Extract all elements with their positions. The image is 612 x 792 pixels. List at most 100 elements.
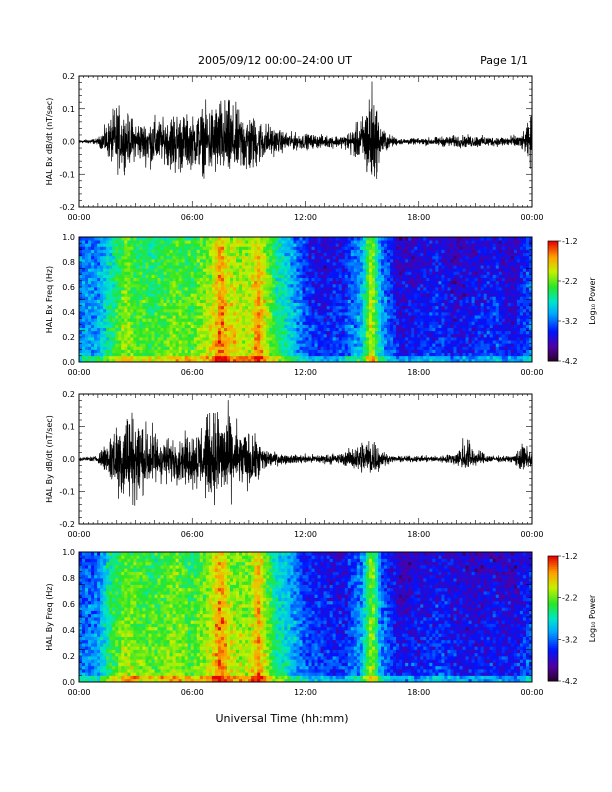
page-indicator: Page 1/1: [480, 54, 528, 67]
heatmap-cell: [145, 318, 149, 322]
heatmap-cell: [160, 246, 164, 250]
heatmap-cell: [103, 327, 107, 332]
heatmap-cell: [223, 308, 228, 313]
heatmap-cell: [239, 277, 243, 282]
heatmap-cell: [254, 271, 258, 275]
heatmap-cell: [305, 343, 309, 347]
heatmap-cell: [121, 274, 125, 279]
heatmap-cell: [305, 346, 309, 350]
heatmap-cell: [245, 321, 249, 325]
heatmap-cell: [139, 243, 143, 247]
heatmap-cell: [260, 290, 264, 294]
heatmap-cell: [290, 299, 294, 304]
heatmap-cell: [82, 327, 86, 332]
heatmap-cell: [311, 255, 315, 260]
heatmap-cell: [266, 308, 270, 313]
heatmap-cell: [251, 324, 255, 329]
heatmap-cell: [178, 280, 183, 285]
heatmap-cell: [269, 330, 273, 335]
heatmap-cell: [263, 355, 267, 360]
heatmap-cell: [314, 246, 318, 250]
heatmap-cell: [329, 299, 334, 304]
heatmap-cell: [163, 321, 167, 325]
heatmap-cell: [275, 262, 279, 266]
heatmap-cell: [148, 349, 152, 354]
heatmap-cell: [127, 346, 131, 350]
heatmap-cell: [296, 343, 300, 347]
heatmap-cell: [242, 305, 246, 310]
heatmap-cell: [103, 240, 107, 244]
heatmap-cell: [299, 277, 303, 282]
heatmap-cell: [269, 312, 273, 316]
heatmap-cell: [314, 340, 318, 344]
heatmap-cell: [239, 349, 243, 354]
heatmap-cell: [82, 315, 86, 319]
heatmap-cell: [239, 299, 243, 304]
heatmap-cell: [124, 330, 128, 335]
heatmap-cell: [248, 355, 252, 360]
heatmap-cell: [272, 274, 276, 279]
heatmap-cell: [356, 287, 361, 291]
heatmap-cell: [263, 271, 267, 275]
heatmap-cell: [242, 333, 246, 338]
heatmap-cell: [217, 262, 222, 266]
heatmap-cell: [417, 274, 421, 279]
heatmap-cell: [417, 308, 421, 313]
heatmap-cell: [145, 346, 149, 350]
heatmap-cell: [160, 262, 164, 266]
heatmap-cell: [305, 252, 309, 257]
heatmap-cell: [356, 293, 361, 297]
heatmap-cell: [311, 268, 315, 272]
heatmap-cell: [205, 296, 210, 300]
heatmap-cell: [251, 349, 255, 354]
heatmap-cell: [245, 312, 249, 316]
heatmap-cell: [335, 330, 340, 335]
heatmap-cell: [236, 321, 240, 325]
heatmap-cell: [190, 305, 195, 310]
heatmap-cell: [88, 243, 92, 247]
heatmap-cell: [314, 243, 318, 247]
heatmap-cell: [350, 333, 355, 338]
heatmap-cell: [341, 302, 346, 307]
heatmap-cell: [408, 290, 412, 294]
heatmap-cell: [293, 258, 297, 263]
heatmap-cell: [245, 305, 249, 310]
heatmap-cell: [109, 240, 113, 244]
heatmap-cell: [115, 237, 119, 241]
heatmap-cell: [320, 293, 325, 297]
heatmap-cell: [272, 271, 276, 275]
heatmap-cell: [100, 237, 104, 241]
heatmap-cell: [233, 349, 237, 354]
heatmap-cell: [184, 343, 189, 347]
heatmap-cell: [248, 296, 252, 300]
heatmap-cell: [199, 243, 204, 247]
heatmap-cell: [314, 305, 318, 310]
heatmap-cell: [136, 349, 140, 354]
heatmap-cell: [254, 346, 258, 350]
heatmap-cell: [384, 349, 388, 354]
heatmap-cell: [323, 293, 328, 297]
heatmap-cell: [154, 352, 158, 357]
heatmap-cell: [311, 252, 315, 257]
heatmap-cell: [245, 252, 249, 257]
heatmap-cell: [217, 237, 222, 241]
heatmap-cell: [214, 283, 219, 288]
heatmap-cell: [399, 299, 403, 304]
heatmap-cell: [374, 287, 379, 291]
heatmap-cell: [311, 337, 315, 341]
heatmap-cell: [118, 243, 122, 247]
heatmap-cell: [85, 262, 89, 266]
heatmap-cell: [103, 271, 107, 275]
heatmap-cell: [157, 318, 161, 322]
heatmap-cell: [402, 302, 406, 307]
heatmap-cell: [287, 290, 291, 294]
heatmap-cell: [411, 308, 415, 313]
heatmap-cell: [390, 349, 394, 354]
heatmap-cell: [387, 340, 391, 344]
heatmap-cell: [242, 290, 246, 294]
heatmap-cell: [187, 277, 192, 282]
heatmap-cell: [214, 293, 219, 297]
heatmap-cell: [181, 268, 186, 272]
heatmap-cell: [365, 355, 370, 360]
heatmap-cell: [130, 271, 134, 275]
